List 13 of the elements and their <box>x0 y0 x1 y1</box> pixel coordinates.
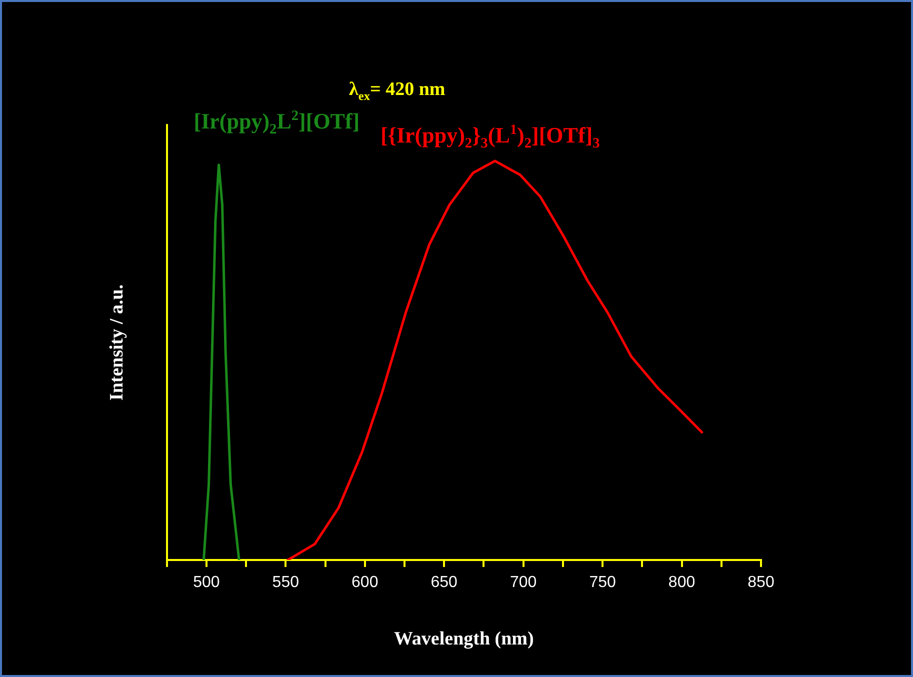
x-axis-title: Wavelength (nm) <box>394 628 534 650</box>
text: [{Ir(ppy)$_{2}$}$_{3}$(L$^{1}$)$_{2}$][OTf]$_{3}$ <box>380 122 600 152</box>
x-tick-label: 700 <box>510 574 537 592</box>
x-tick-label: 750 <box>589 574 616 592</box>
x-tick-label: 600 <box>352 574 378 592</box>
x-tick-label: 550 <box>272 574 300 592</box>
x-tick-label: 850 <box>748 574 774 592</box>
y-axis-title: Intensity / a.u. <box>106 284 128 401</box>
x-tick-label: 800 <box>668 574 696 592</box>
x-tick-label: 500 <box>193 574 220 592</box>
series-label: [Ir(ppy)$_{2}$L$^{2}$][OTf] <box>194 108 360 138</box>
x-tick-label: 650 <box>430 574 458 592</box>
text: λ$_{ex}$= 420 nm <box>349 79 446 103</box>
